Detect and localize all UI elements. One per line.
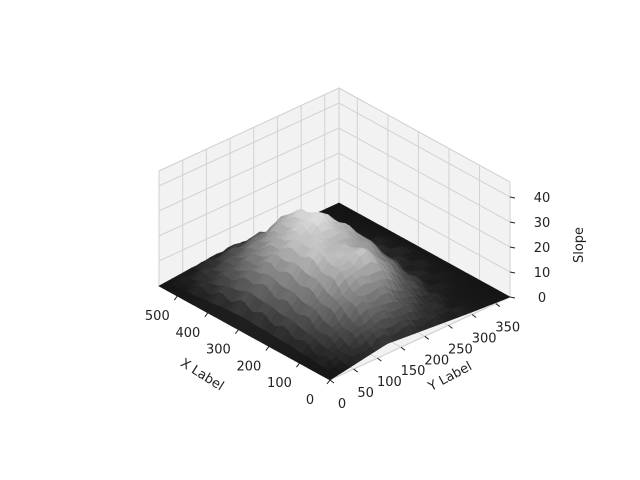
y-tick — [377, 357, 382, 362]
z-axis-label: Slope — [572, 227, 587, 263]
z-tick-label: 30 — [534, 216, 551, 231]
x-tick — [204, 312, 209, 318]
x-axis-label: X Label — [177, 356, 226, 394]
z-tick — [509, 271, 516, 274]
y-tick — [424, 335, 430, 340]
y-tick — [329, 379, 335, 384]
surface-facet — [325, 372, 337, 381]
z-tick — [509, 296, 516, 299]
z-tick-label: 10 — [534, 266, 551, 281]
tick-labels: 0100200300400500050100150200250300350010… — [145, 191, 550, 412]
y-tick-label: 150 — [401, 364, 426, 379]
y-tick-label: 0 — [338, 397, 346, 412]
x-tick-label: 200 — [237, 359, 262, 374]
z-tick-label: 40 — [534, 191, 551, 206]
y-tick — [448, 324, 453, 329]
y-tick-label: 50 — [357, 386, 374, 401]
z-tick — [509, 246, 516, 249]
x-tick-label: 0 — [306, 393, 314, 408]
y-tick — [400, 346, 406, 351]
y-tick — [471, 314, 477, 318]
y-tick-label: 200 — [424, 353, 449, 368]
x-tick-label: 300 — [206, 343, 231, 358]
y-tick — [495, 303, 501, 307]
z-grid-line — [158, 152, 511, 248]
surface-mesh — [158, 202, 511, 381]
z-tick — [509, 196, 516, 199]
y-tick-label: 350 — [495, 321, 520, 336]
x-tick — [265, 346, 270, 351]
x-tick — [173, 295, 178, 301]
z-tick-label: 0 — [538, 291, 546, 306]
x-tick-label: 400 — [175, 326, 200, 341]
y-tick-label: 300 — [472, 331, 497, 346]
y-tick-label: 100 — [377, 375, 402, 390]
z-grid-line — [158, 102, 511, 198]
tick-marks — [173, 196, 516, 385]
z-grid-line — [158, 177, 511, 273]
x-tick — [234, 329, 239, 334]
x-tick-label: 500 — [145, 309, 170, 324]
x-tick — [326, 379, 331, 385]
y-tick — [353, 368, 358, 373]
x-tick — [296, 362, 300, 368]
z-grid-line — [158, 127, 511, 223]
x-tick-label: 100 — [267, 376, 292, 391]
z-tick-label: 20 — [534, 241, 551, 256]
z-tick — [509, 221, 516, 224]
y-tick-label: 250 — [448, 342, 473, 357]
